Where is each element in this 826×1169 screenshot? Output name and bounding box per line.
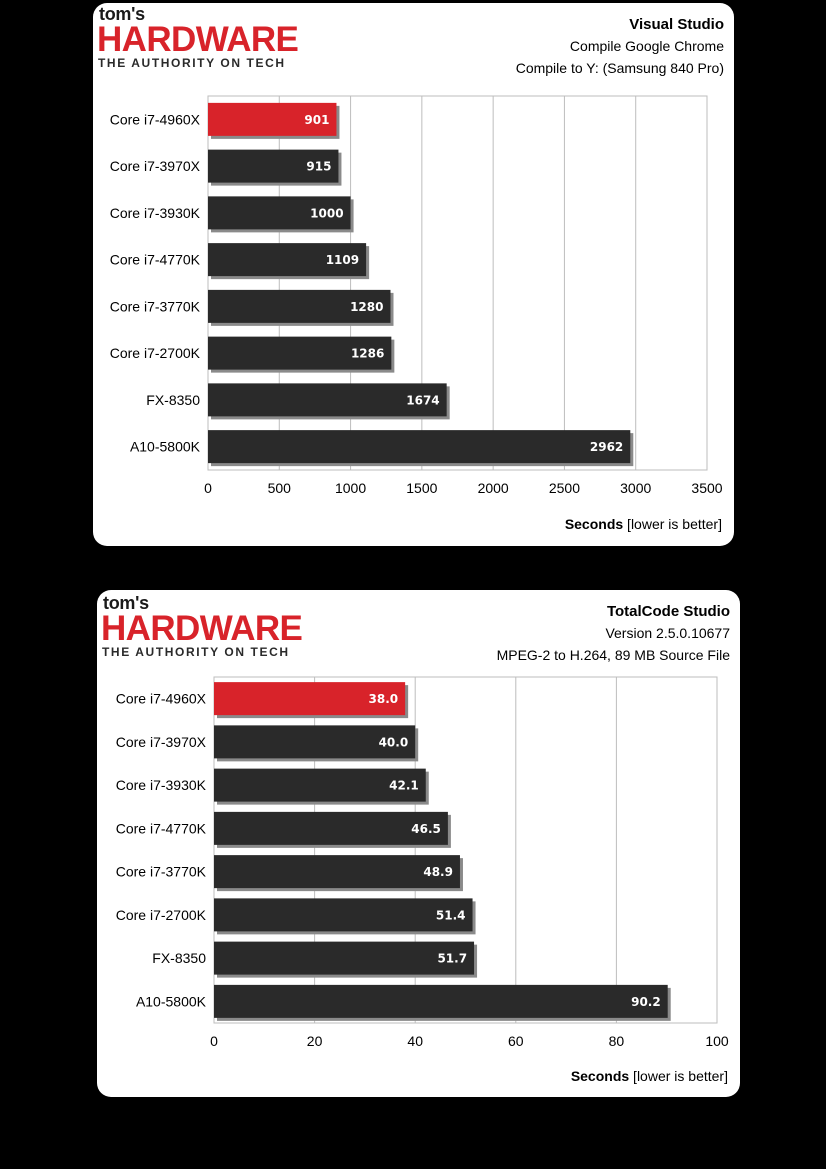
bar bbox=[214, 855, 460, 889]
category-label: Core i7-2700K bbox=[110, 345, 201, 361]
toms-hardware-logo: tom's HARDWARE THE AUTHORITY ON TECH bbox=[97, 5, 317, 70]
x-tick-label: 0 bbox=[210, 1033, 218, 1049]
logo-hardware-text: HARDWARE bbox=[97, 20, 299, 59]
logo-tagline: THE AUTHORITY ON TECH bbox=[98, 56, 286, 70]
bar-value-label: 915 bbox=[306, 160, 331, 174]
bar bbox=[208, 102, 337, 136]
bar-value-label: 2962 bbox=[590, 440, 623, 454]
bar bbox=[214, 984, 668, 1018]
x-tick-label: 1000 bbox=[335, 480, 366, 496]
category-label: Core i7-3930K bbox=[110, 205, 201, 221]
chart-title-block: TotalCode Studio Version 2.5.0.10677 MPE… bbox=[497, 602, 730, 666]
bar bbox=[208, 196, 351, 230]
bar-chart-visual-studio: 0 500 1000 1500 2000 2500 3000 3500 901 Core i7-4… bbox=[110, 95, 723, 496]
bar bbox=[208, 383, 447, 417]
bar bbox=[214, 682, 406, 716]
logo-toms-text: tom's bbox=[99, 4, 145, 24]
category-label: Core i7-2700K bbox=[116, 907, 207, 923]
bar-value-label: 51.4 bbox=[436, 908, 466, 922]
chart-title: TotalCode Studio bbox=[606, 603, 730, 620]
chart-panel-visual-studio: tom's HARDWARE THE AUTHORITY ON TECH Vis… bbox=[93, 3, 734, 546]
bar-value-label: 48.9 bbox=[423, 865, 453, 879]
bar bbox=[208, 430, 631, 464]
bar-value-label: 1109 bbox=[326, 253, 359, 267]
category-label: FX-8350 bbox=[146, 392, 200, 408]
bar-chart-totalcode-studio: 0 20 40 60 80 100 38.0 Core i7-4960X 40.0 Core i7… bbox=[116, 676, 729, 1049]
x-tick-label: 0 bbox=[204, 480, 212, 496]
bar bbox=[214, 768, 426, 802]
bar bbox=[214, 941, 475, 975]
category-label: FX-8350 bbox=[152, 950, 206, 966]
x-tick-label: 60 bbox=[508, 1033, 524, 1049]
bar bbox=[208, 289, 391, 323]
bar-value-label: 42.1 bbox=[389, 779, 419, 793]
chart-subtitle-2: Compile to Y: (Samsung 840 Pro) bbox=[515, 60, 724, 76]
category-label: Core i7-3770K bbox=[110, 298, 201, 314]
logo-toms-text: tom's bbox=[103, 593, 149, 613]
x-tick-label: 2000 bbox=[478, 480, 509, 496]
x-tick-label: 80 bbox=[609, 1033, 625, 1049]
chart-subtitle-2: MPEG-2 to H.264, 89 MB Source File bbox=[496, 647, 730, 663]
bar bbox=[214, 898, 473, 932]
x-axis-label-rest: [lower is better] bbox=[629, 1068, 728, 1084]
x-tick-label: 100 bbox=[705, 1033, 729, 1049]
logo-tagline: THE AUTHORITY ON TECH bbox=[102, 645, 290, 659]
x-axis-label-bold: Seconds bbox=[570, 1068, 630, 1084]
bar-value-label: 1286 bbox=[351, 347, 384, 361]
category-label: Core i7-4960X bbox=[110, 111, 201, 127]
bar-value-label: 40.0 bbox=[379, 735, 409, 749]
bar bbox=[214, 725, 416, 759]
chart-title: Visual Studio bbox=[629, 16, 724, 33]
bar-value-label: 1000 bbox=[310, 206, 343, 220]
bar-value-label: 38.0 bbox=[369, 692, 399, 706]
bar-value-label: 1674 bbox=[406, 393, 439, 407]
bar bbox=[208, 149, 339, 183]
x-axis-label: Seconds [lower is better] bbox=[571, 1068, 728, 1084]
x-tick-label: 3000 bbox=[620, 480, 651, 496]
category-label: Core i7-3970X bbox=[116, 734, 207, 750]
bar-value-label: 51.7 bbox=[437, 952, 467, 966]
x-tick-label: 2500 bbox=[549, 480, 580, 496]
category-label: Core i7-4770K bbox=[110, 252, 201, 268]
x-tick-label: 3500 bbox=[691, 480, 722, 496]
x-tick-label: 500 bbox=[268, 480, 292, 496]
bar bbox=[208, 243, 367, 277]
bar-value-label: 901 bbox=[304, 113, 329, 127]
category-label: Core i7-4770K bbox=[116, 820, 207, 836]
bar bbox=[214, 811, 448, 845]
x-axis-label: Seconds [lower is better] bbox=[565, 516, 722, 532]
bar-value-label: 1280 bbox=[350, 300, 383, 314]
x-axis-label-bold: Seconds bbox=[564, 516, 624, 532]
chart-title-block: Visual Studio Compile Google Chrome Comp… bbox=[516, 15, 724, 79]
chart-subtitle-1: Version 2.5.0.10677 bbox=[605, 625, 730, 641]
category-label: Core i7-4960X bbox=[116, 691, 207, 707]
category-label: Core i7-3770K bbox=[116, 864, 207, 880]
x-axis-label-rest: [lower is better] bbox=[623, 516, 722, 532]
category-label: Core i7-3930K bbox=[116, 777, 207, 793]
x-tick-label: 1500 bbox=[406, 480, 437, 496]
chart-subtitle-1: Compile Google Chrome bbox=[569, 38, 724, 54]
bar-value-label: 90.2 bbox=[631, 995, 661, 1009]
x-tick-label: 20 bbox=[307, 1033, 323, 1049]
bar-value-label: 46.5 bbox=[411, 822, 441, 836]
logo-hardware-text: HARDWARE bbox=[101, 609, 303, 648]
category-label: A10-5800K bbox=[130, 439, 201, 455]
x-tick-label: 40 bbox=[407, 1033, 423, 1049]
bar bbox=[208, 336, 392, 370]
category-label: A10-5800K bbox=[136, 993, 207, 1009]
toms-hardware-logo: tom's HARDWARE THE AUTHORITY ON TECH bbox=[101, 594, 321, 659]
category-label: Core i7-3970X bbox=[110, 158, 201, 174]
chart-panel-totalcode-studio: tom's HARDWARE THE AUTHORITY ON TECH Tot… bbox=[97, 590, 740, 1097]
